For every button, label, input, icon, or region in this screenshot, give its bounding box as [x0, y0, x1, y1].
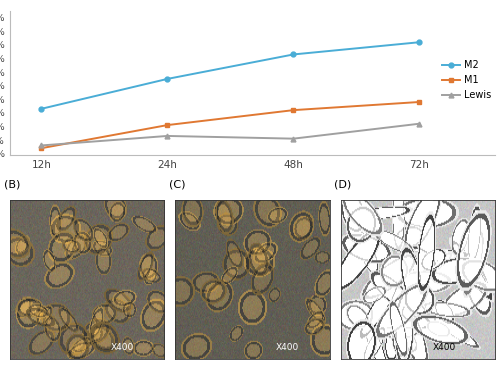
Lewis — [290, 137, 296, 141]
Lewis — [164, 134, 170, 138]
Lewis — [38, 143, 44, 147]
Text: (C): (C) — [169, 179, 186, 189]
Text: X400: X400 — [110, 343, 134, 352]
Line: Lewis: Lewis — [39, 121, 422, 148]
M1 — [38, 146, 44, 150]
Lewis — [416, 122, 422, 126]
Text: (B): (B) — [4, 179, 20, 189]
Legend: M2, M1, Lewis: M2, M1, Lewis — [438, 56, 495, 104]
M2 — [164, 77, 170, 81]
Line: M1: M1 — [39, 100, 422, 150]
Line: M2: M2 — [39, 40, 422, 111]
M1 — [416, 100, 422, 104]
Text: X400: X400 — [276, 343, 299, 352]
M2 — [38, 107, 44, 111]
M1 — [164, 123, 170, 127]
M2 — [290, 52, 296, 57]
M2 — [416, 40, 422, 44]
Text: X400: X400 — [433, 343, 456, 352]
Text: (D): (D) — [334, 179, 351, 189]
M1 — [290, 108, 296, 112]
